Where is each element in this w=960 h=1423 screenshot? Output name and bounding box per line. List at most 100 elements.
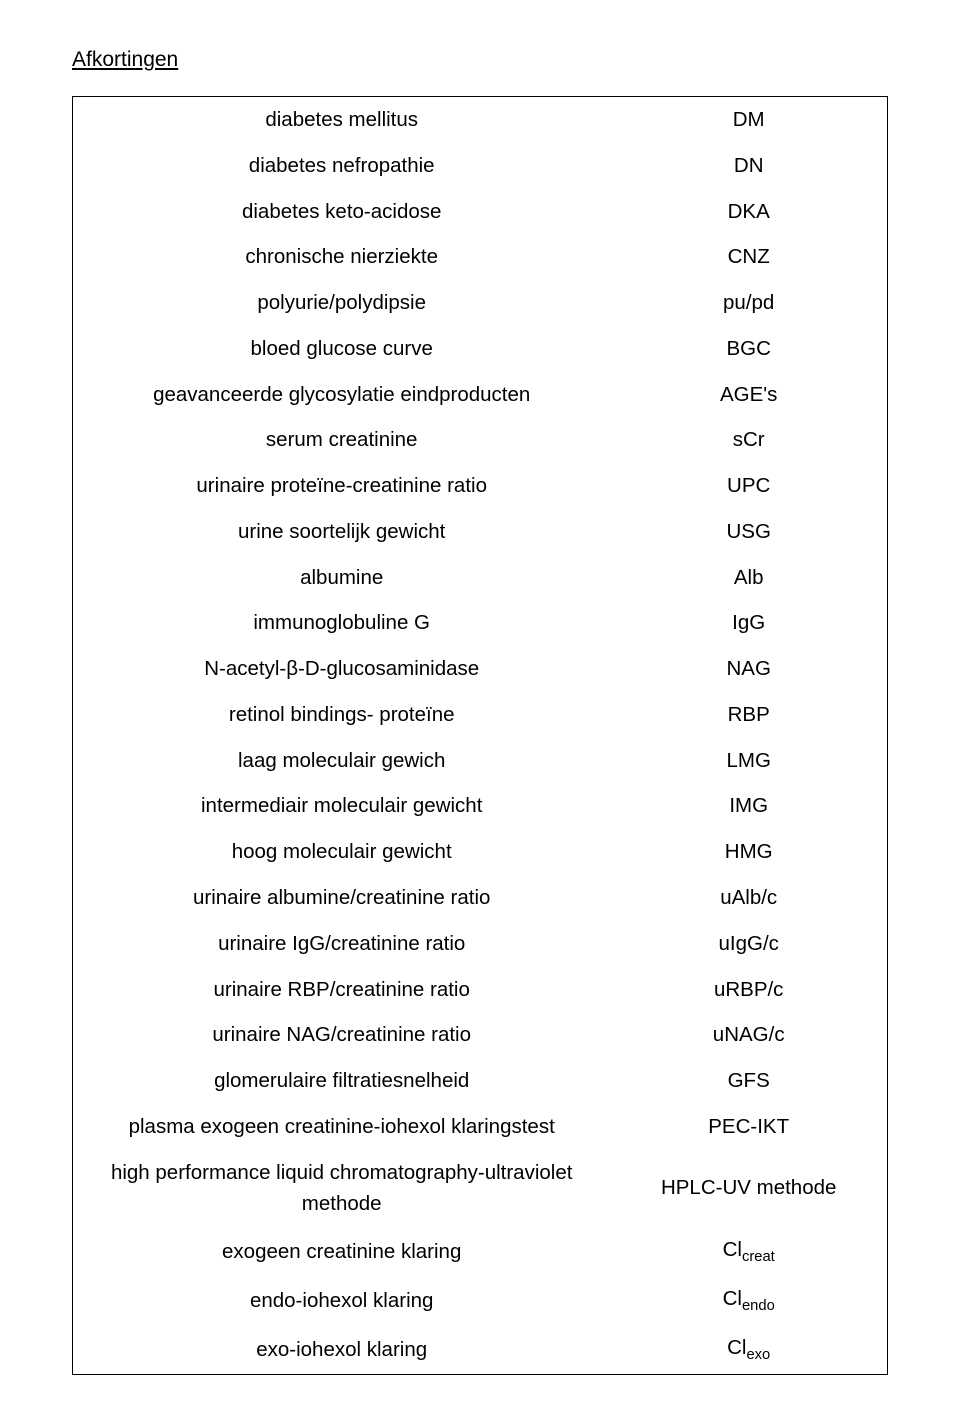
table-row: urinaire proteïne-creatinine ratio UPC [73, 463, 888, 509]
abbr-text: uNAG/c [713, 1023, 785, 1046]
abbr-text: Alb [734, 566, 764, 589]
abbr-cell: DKA [610, 189, 887, 235]
table-row: urinaire RBP/creatinine ratio uRBP/c [73, 967, 888, 1013]
abbr-text: NAG [726, 657, 770, 680]
abbr-cell: uRBP/c [610, 967, 887, 1013]
table-row: urinaire albumine/creatinine ratio uAlb/c [73, 875, 888, 921]
abbr-cell: HPLC-UV methode [610, 1150, 887, 1228]
abbreviations-table: diabetes mellitus DM diabetes nefropathie D… [72, 96, 888, 1375]
term-cell: diabetes keto-acidose [73, 189, 611, 235]
table-row: hoog moleculair gewicht HMG [73, 829, 888, 875]
abbr-subscript: endo [742, 1298, 775, 1314]
term-cell: plasma exogeen creatinine-iohexol klarin… [73, 1104, 611, 1150]
abbr-text: Cl [723, 1238, 742, 1261]
table-row: high performance liquid chromatography-u… [73, 1150, 888, 1228]
abbr-text: HPLC-UV methode [661, 1176, 836, 1199]
table-row: exo-iohexol klaringClexo [73, 1325, 888, 1374]
term-cell: diabetes mellitus [73, 97, 611, 143]
term-cell: urinaire proteïne-creatinine ratio [73, 463, 611, 509]
abbr-text: DKA [728, 200, 770, 223]
abbr-cell: RBP [610, 692, 887, 738]
term-cell: serum creatinine [73, 417, 611, 463]
table-row: serum creatinine sCr [73, 417, 888, 463]
table-row: exogeen creatinine klaringClcreat [73, 1227, 888, 1276]
abbr-cell: LMG [610, 738, 887, 784]
term-cell: urine soortelijk gewicht [73, 509, 611, 555]
table-row: diabetes keto-acidose DKA [73, 189, 888, 235]
term-cell: bloed glucose curve [73, 326, 611, 372]
abbr-text: GFS [728, 1069, 770, 1092]
abbr-cell: HMG [610, 829, 887, 875]
abbr-cell: IgG [610, 600, 887, 646]
abbr-text: sCr [733, 428, 765, 451]
abbr-cell: Clexo [610, 1325, 887, 1374]
term-cell: polyurie/polydipsie [73, 280, 611, 326]
table-row: laag moleculair gewich LMG [73, 738, 888, 784]
term-cell: urinaire albumine/creatinine ratio [73, 875, 611, 921]
table-row: glomerulaire filtratiesnelheid GFS [73, 1058, 888, 1104]
abbr-cell: BGC [610, 326, 887, 372]
abbr-text: CNZ [728, 245, 770, 268]
table-row: immunoglobuline GIgG [73, 600, 888, 646]
abbr-cell: uAlb/c [610, 875, 887, 921]
table-row: plasma exogeen creatinine-iohexol klarin… [73, 1104, 888, 1150]
term-cell: hoog moleculair gewicht [73, 829, 611, 875]
table-row: diabetes nefropathie DN [73, 143, 888, 189]
abbr-text: RBP [728, 703, 770, 726]
table-row: urinaire NAG/creatinine ratio uNAG/c [73, 1012, 888, 1058]
abbr-text: USG [726, 520, 770, 543]
abbr-cell: sCr [610, 417, 887, 463]
abbr-text: AGE's [720, 383, 777, 406]
abbr-cell: GFS [610, 1058, 887, 1104]
abbr-text: HMG [725, 840, 773, 863]
table-row: bloed glucose curve BGC [73, 326, 888, 372]
abbr-text: IMG [729, 794, 768, 817]
abbr-text: BGC [726, 337, 770, 360]
abbr-cell: AGE's [610, 372, 887, 418]
term-cell: N-acetyl-β-D-glucosaminidase [73, 646, 611, 692]
table-row: geavanceerde glycosylatie eindproducten A… [73, 372, 888, 418]
abbr-text: DM [733, 108, 765, 131]
term-cell: urinaire RBP/creatinine ratio [73, 967, 611, 1013]
abbr-cell: CNZ [610, 234, 887, 280]
table-row: polyurie/polydipsiepu/pd [73, 280, 888, 326]
term-cell: intermediair moleculair gewicht [73, 783, 611, 829]
term-cell: geavanceerde glycosylatie eindproducten [73, 372, 611, 418]
term-cell: diabetes nefropathie [73, 143, 611, 189]
term-cell: exo-iohexol klaring [73, 1325, 611, 1374]
abbr-text: LMG [726, 749, 770, 772]
abbr-text: uIgG/c [719, 932, 779, 955]
abbr-cell: pu/pd [610, 280, 887, 326]
abbr-cell: uNAG/c [610, 1012, 887, 1058]
abbr-cell: UPC [610, 463, 887, 509]
page-title: Afkortingen [72, 48, 888, 72]
table-row: endo-iohexol klaringClendo [73, 1276, 888, 1325]
table-row: urine soortelijk gewicht USG [73, 509, 888, 555]
abbr-text: uAlb/c [720, 886, 777, 909]
abbr-cell: uIgG/c [610, 921, 887, 967]
term-cell: urinaire NAG/creatinine ratio [73, 1012, 611, 1058]
abbr-cell: NAG [610, 646, 887, 692]
table-row: chronische nierziekte CNZ [73, 234, 888, 280]
abbr-cell: USG [610, 509, 887, 555]
term-cell: high performance liquid chromatography-u… [73, 1150, 611, 1228]
abbr-text: DN [734, 154, 764, 177]
term-cell: retinol bindings- proteïne [73, 692, 611, 738]
abbr-cell: DM [610, 97, 887, 143]
term-cell: albumine [73, 555, 611, 601]
abbr-text: Cl [723, 1287, 742, 1310]
abbr-cell: DN [610, 143, 887, 189]
abbr-cell: IMG [610, 783, 887, 829]
abbr-subscript: exo [746, 1347, 770, 1363]
term-cell: glomerulaire filtratiesnelheid [73, 1058, 611, 1104]
term-cell: laag moleculair gewich [73, 738, 611, 784]
table-row: diabetes mellitus DM [73, 97, 888, 143]
term-cell: chronische nierziekte [73, 234, 611, 280]
abbr-cell: PEC-IKT [610, 1104, 887, 1150]
abbr-text: Cl [727, 1336, 746, 1359]
abbr-text: uRBP/c [714, 978, 784, 1001]
term-cell: exogeen creatinine klaring [73, 1227, 611, 1276]
abbr-text: UPC [727, 474, 770, 497]
abbr-text: IgG [732, 611, 765, 634]
table-row: urinaire IgG/creatinine ratiouIgG/c [73, 921, 888, 967]
